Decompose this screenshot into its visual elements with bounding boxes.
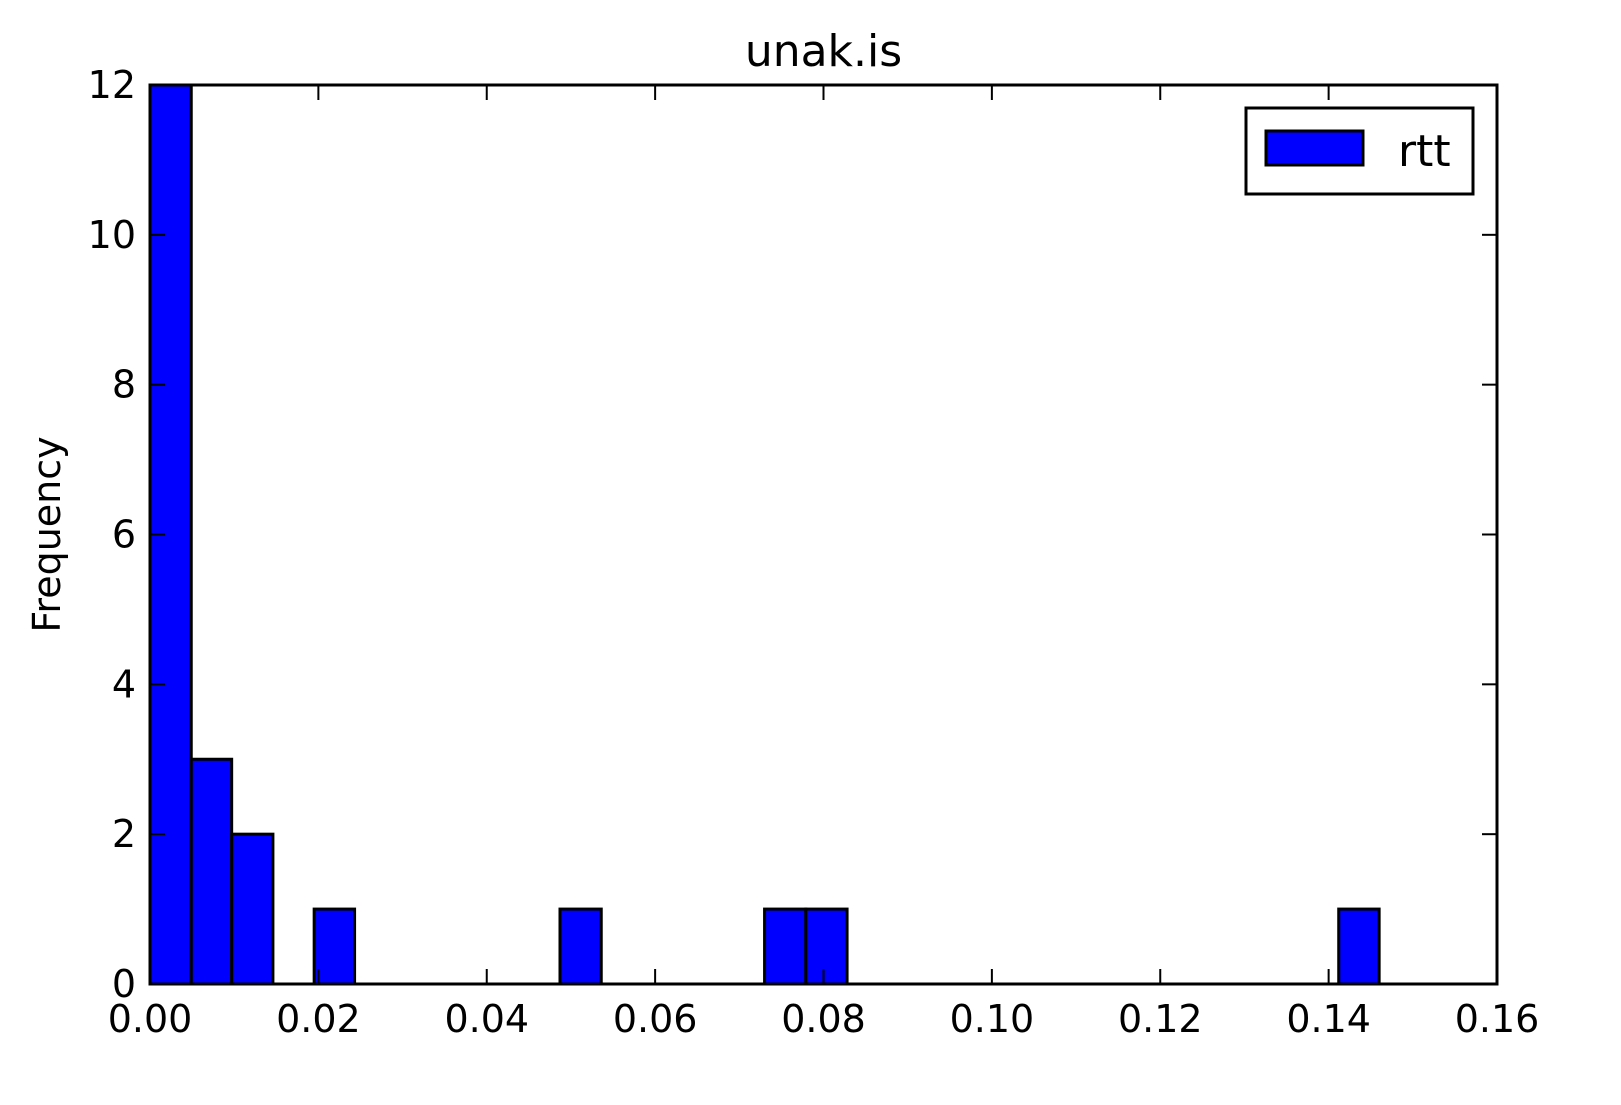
y-tick-label: 6: [112, 513, 136, 557]
y-tick-label: 12: [88, 63, 136, 107]
histogram-bar: [558, 907, 603, 986]
y-tick-label: 0: [112, 962, 136, 1006]
plot-frame: [148, 83, 1499, 986]
histogram-bar: [763, 907, 808, 986]
y-tick-label: 4: [112, 662, 136, 706]
y-axis-label: Frequency: [25, 436, 69, 632]
histogram-bar: [804, 907, 849, 986]
legend: rtt: [1244, 106, 1475, 196]
x-tick-label: 0.02: [276, 997, 361, 1041]
y-tick-label: 8: [112, 363, 136, 407]
x-tick-label: 0.00: [108, 997, 193, 1041]
legend-label: rtt: [1398, 126, 1451, 177]
tick-labels-group: 0.00 0.02 0.04 0.06 0.08 0.10 0.12 0.14 0.16 0 2 4 6…: [88, 63, 1540, 1041]
bars-group: [148, 83, 1381, 986]
legend-swatch: [1264, 129, 1365, 167]
y-tick-label: 2: [112, 812, 136, 856]
x-tick-label: 0.04: [444, 997, 529, 1041]
x-tick-label: 0.16: [1455, 997, 1540, 1041]
y-tick-label: 10: [88, 213, 136, 257]
histogram-bar: [1337, 907, 1381, 986]
x-tick-label: 0.10: [950, 997, 1035, 1041]
x-tick-label: 0.08: [781, 997, 866, 1041]
histogram-bar: [312, 907, 357, 986]
x-tick-label: 0.06: [613, 997, 698, 1041]
chart-title: unak.is: [745, 26, 902, 77]
x-tick-label: 0.12: [1118, 997, 1203, 1041]
histogram-bar: [230, 832, 275, 986]
x-tick-label: 0.14: [1286, 997, 1371, 1041]
histogram-bar: [189, 757, 234, 986]
